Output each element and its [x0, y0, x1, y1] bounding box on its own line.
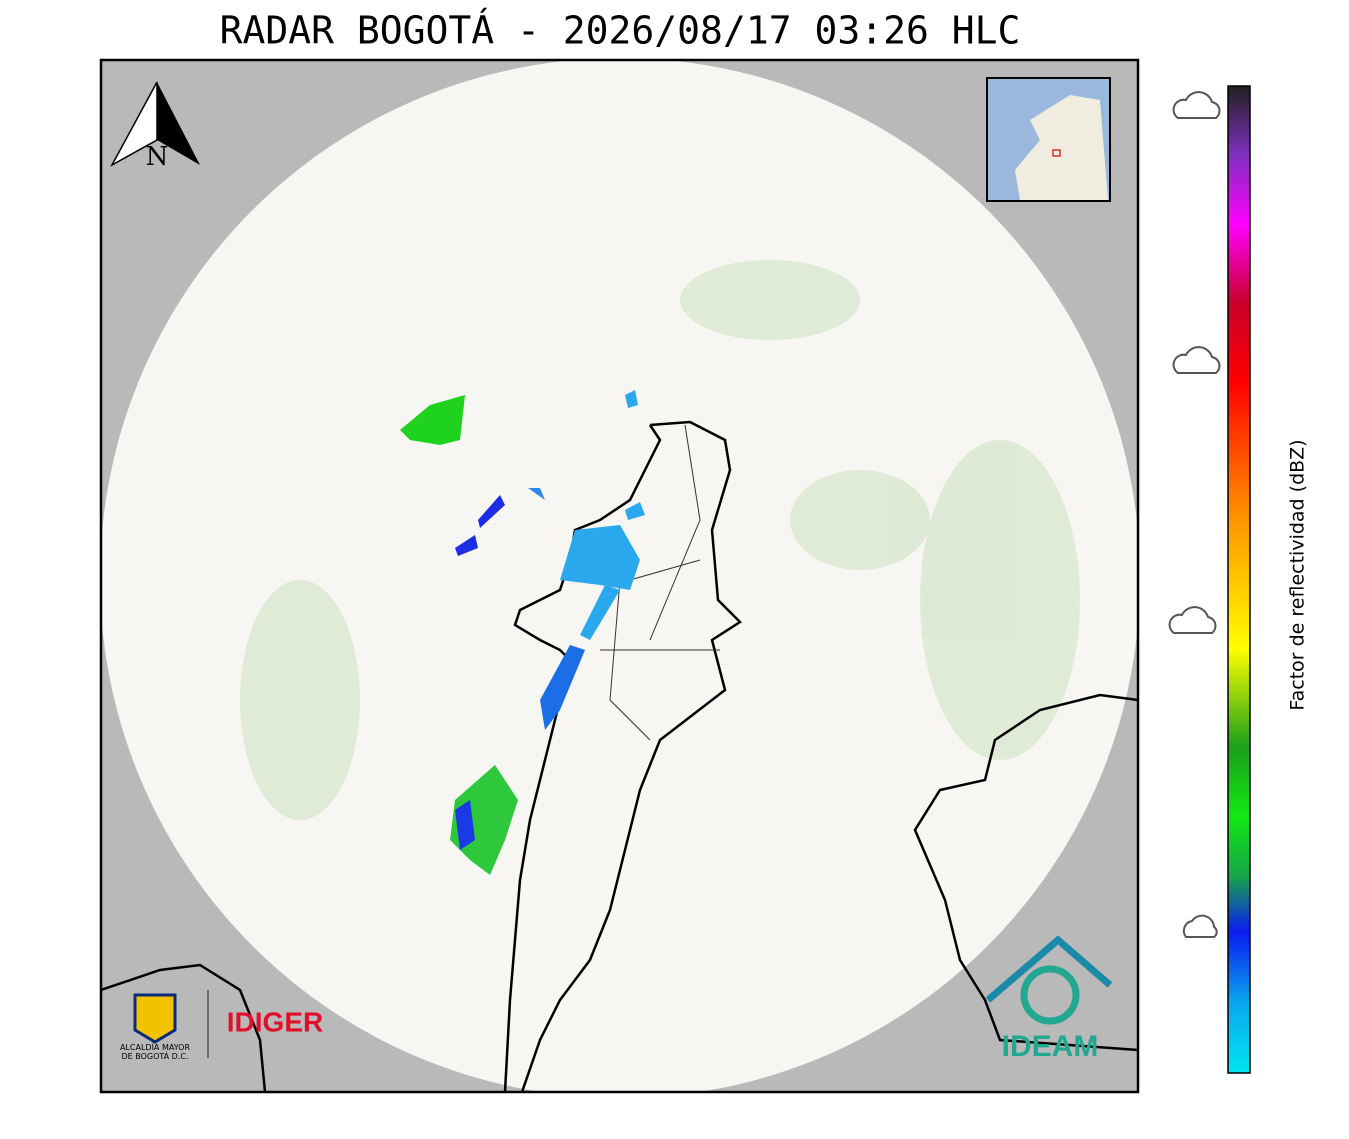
- radar-echoes: [400, 390, 645, 875]
- colorbar-label: Factor de reflectividad (dBZ): [1287, 439, 1309, 710]
- north-arrow-dark: [157, 82, 200, 165]
- map-frame: [99, 58, 1140, 1094]
- inset-land: [1015, 95, 1108, 200]
- terrain: [240, 260, 1080, 820]
- ideam-swirl: [1020, 965, 1080, 1025]
- ideam-logo: IDEAM: [1002, 1030, 1099, 1063]
- colorbar: [1227, 85, 1251, 1074]
- inset-marker: [1052, 149, 1061, 157]
- boundaries: [101, 420, 1138, 1092]
- ideam-roof: [985, 935, 1113, 1003]
- bogota-shield: [133, 993, 177, 1044]
- map: N ALCALDÍA MAYOR DE BOGOTÁ D.C. IDIGER I…: [101, 60, 1138, 1092]
- idiger-logo: IDIGER: [227, 1006, 323, 1037]
- north-label: N: [146, 142, 169, 172]
- title: RADAR BOGOTÁ - 2026/08/17 03:26 HLC: [220, 9, 1021, 53]
- weather-icons: [1168, 91, 1221, 938]
- alcaldia-logo: ALCALDÍA MAYOR: [120, 1041, 190, 1052]
- alcaldia-logo: DE BOGOTÁ D.C.: [121, 1050, 188, 1061]
